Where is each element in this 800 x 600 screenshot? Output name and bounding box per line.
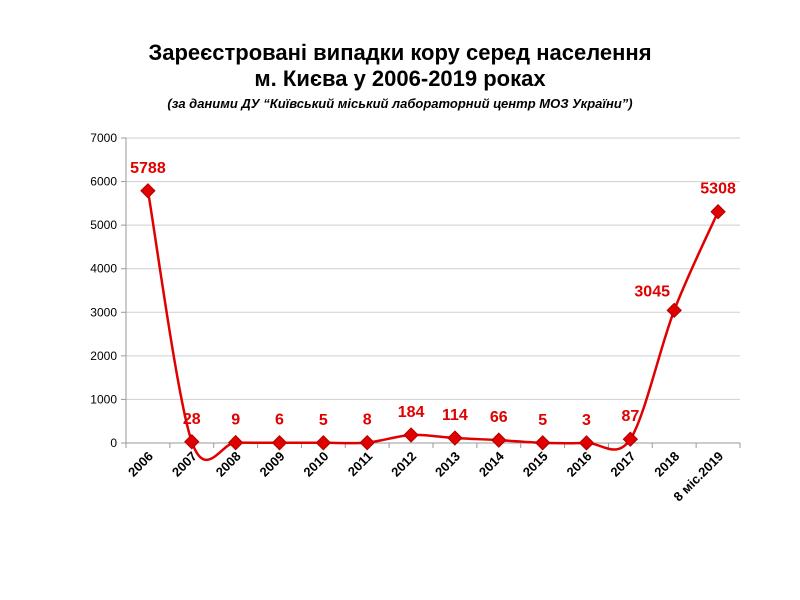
data-point (491, 432, 507, 448)
data-label: 3045 (634, 283, 670, 300)
data-label: 28 (183, 411, 201, 428)
y-tick-label: 1000 (90, 392, 117, 406)
data-label: 8 (363, 412, 372, 429)
data-label: 5 (319, 412, 328, 429)
data-point (666, 302, 682, 319)
data-label: 114 (442, 407, 468, 424)
data-point (315, 435, 332, 451)
data-labels: 5788 28 9 6 5 8 184 114 66 5 3 87 3045 5308 (130, 160, 736, 429)
data-label: 3 (582, 412, 591, 429)
x-tick-label: 2013 (432, 449, 463, 480)
x-tick-label: 2014 (476, 448, 508, 480)
data-point (403, 427, 419, 443)
series-line (146, 190, 720, 461)
data-point (359, 434, 375, 451)
x-tick-label: 2009 (257, 449, 288, 480)
data-point (622, 431, 639, 447)
data-point (271, 435, 288, 451)
axes: 0 1000 2000 3000 4000 5000 6000 7000 2006 2007 200… (90, 131, 741, 504)
data-label: 87 (621, 408, 639, 425)
x-tick-label: 2011 (345, 449, 376, 480)
data-point (227, 434, 244, 451)
data-point (578, 435, 595, 451)
y-tick-label: 7000 (90, 131, 117, 145)
x-tick-label: 2012 (388, 449, 419, 480)
series (140, 183, 726, 461)
data-label: 6 (275, 412, 284, 429)
data-label: 9 (231, 412, 240, 429)
x-tick-label: 2006 (125, 449, 156, 480)
data-label: 5308 (700, 181, 736, 198)
chart-title-line-1: Зареєстровані випадки кору серед населен… (148, 40, 652, 65)
y-tick-label: 0 (110, 436, 117, 450)
x-tick-label: 2015 (520, 449, 551, 480)
gridlines (126, 137, 740, 444)
y-tick-label: 3000 (90, 305, 117, 319)
y-tick-label: 2000 (90, 349, 117, 363)
data-point (184, 434, 200, 450)
data-point (447, 430, 463, 446)
chart-subtitle: (за даними ДУ “Київський міський лаборат… (167, 96, 633, 111)
x-tick-label: 2007 (169, 449, 200, 480)
x-tick-label: 2010 (300, 449, 331, 480)
x-tick-label: 2017 (607, 449, 638, 480)
data-label: 5788 (130, 160, 166, 177)
data-point (534, 435, 551, 451)
data-point (140, 183, 156, 199)
y-tick-label: 4000 (90, 262, 117, 276)
x-tick-label: 2018 (651, 449, 682, 480)
data-label: 66 (490, 409, 508, 426)
y-tick-label: 5000 (90, 218, 117, 232)
x-tick-label: 2016 (564, 449, 595, 480)
data-label: 5 (538, 412, 547, 429)
data-point (710, 204, 726, 220)
y-tick-label: 6000 (90, 175, 117, 189)
chart-title-line-2: м. Києва у 2006-2019 роках (254, 66, 546, 91)
data-label: 184 (398, 404, 425, 421)
